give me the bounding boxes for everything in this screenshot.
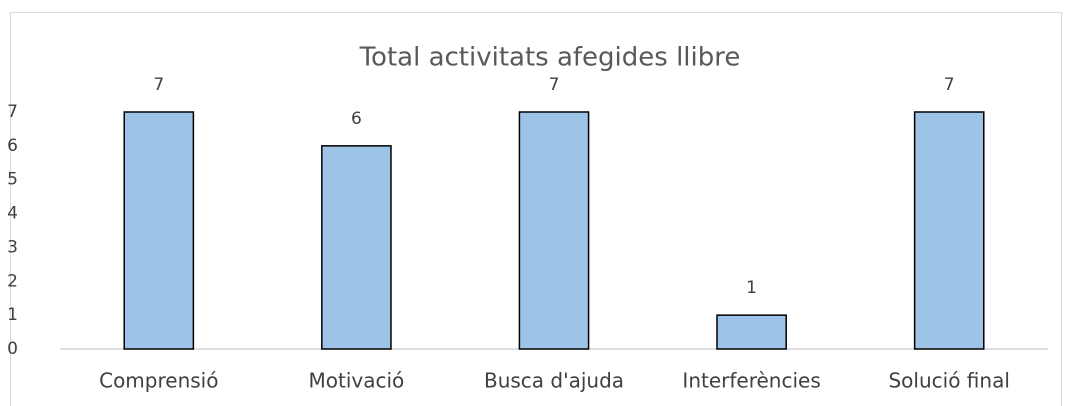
y-tick-label: 6 (7, 136, 18, 156)
y-tick-label: 7 (7, 102, 18, 122)
bar (913, 111, 985, 350)
chart-title: Total activitats afegides llibre (359, 43, 741, 73)
y-tick-label: 3 (7, 237, 18, 257)
bar (716, 314, 787, 350)
y-tick-label: 1 (7, 305, 18, 325)
x-tick-label: Busca d'ajuda (484, 369, 624, 393)
data-label: 7 (153, 75, 164, 95)
x-tick-label: Interferències (682, 369, 820, 393)
y-tick-label: 5 (7, 170, 18, 190)
data-label: 7 (549, 75, 560, 95)
data-label: 7 (944, 75, 955, 95)
y-tick-label: 0 (7, 339, 18, 359)
bar (518, 111, 590, 350)
x-tick-label: Comprensió (99, 369, 218, 393)
data-label: 6 (351, 109, 362, 129)
x-tick-label: Solució final (888, 369, 1009, 393)
y-tick-label: 2 (7, 271, 18, 291)
x-tick-label: Motivació (309, 369, 405, 393)
y-tick-label: 4 (7, 204, 18, 224)
bar (321, 145, 392, 350)
bar (123, 111, 195, 350)
data-label: 1 (746, 278, 757, 298)
